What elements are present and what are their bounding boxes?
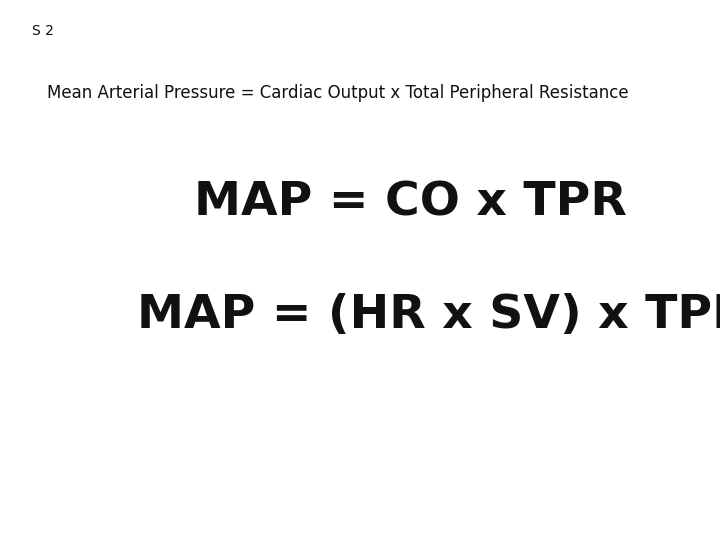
Text: S 2: S 2: [32, 24, 53, 38]
Text: Mean Arterial Pressure = Cardiac Output x Total Peripheral Resistance: Mean Arterial Pressure = Cardiac Output …: [47, 84, 629, 102]
Text: MAP = CO x TPR: MAP = CO x TPR: [194, 180, 627, 225]
Text: MAP = (HR x SV) x TPR: MAP = (HR x SV) x TPR: [137, 293, 720, 339]
